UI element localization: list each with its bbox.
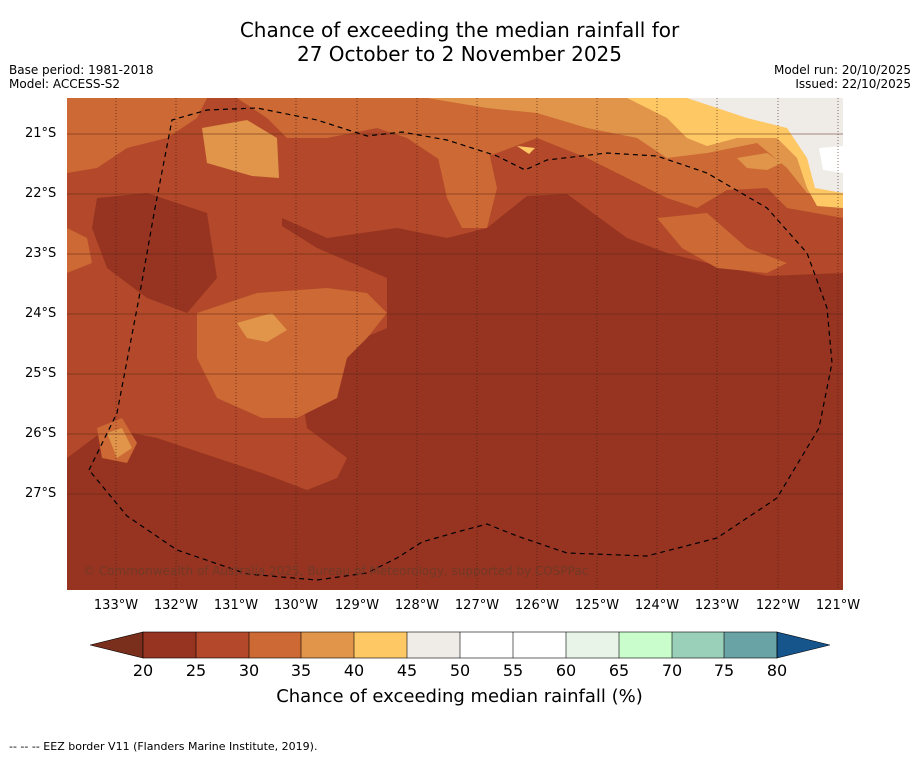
colorbar-tick-40: 40 (343, 661, 365, 680)
forecast-map: © Commonwealth of Australia 2025, Bureau… (67, 98, 843, 590)
colorbar-bin-65-70 (619, 632, 672, 658)
colorbar-tick-80: 80 (766, 661, 788, 680)
lat-label-27s: 27°S (25, 486, 57, 501)
zone-30-35-mid (437, 143, 497, 228)
zone-35-40-center (237, 313, 287, 342)
meta-right: Model run: 20/10/2025 Issued: 22/10/2025 (774, 63, 911, 91)
graticule (115, 98, 839, 590)
colorbar-bin-55-60 (513, 632, 566, 658)
model-name: Model: ACCESS-S2 (9, 77, 121, 91)
lat-label-26s: 26°S (25, 426, 57, 441)
colorbar-tick-35: 35 (290, 661, 312, 680)
lon-label-131w: 131°W (213, 598, 259, 613)
graticule-lat (67, 133, 843, 495)
meta-left: Base period: 1981-2018 Model: ACCESS-S2 (9, 63, 154, 91)
colorbar-tick-55: 55 (502, 661, 524, 680)
colorbar-tick-45: 45 (396, 661, 418, 680)
colorbar-bin-30-35 (249, 632, 301, 658)
zone-50-55 (819, 146, 843, 173)
colorbar (90, 631, 830, 659)
zone-35-40-southwest (107, 428, 132, 458)
title-line-1: Chance of exceeding the median rainfall … (239, 18, 680, 42)
lon-label-121w: 121°W (815, 598, 861, 613)
copyright-notice: © Commonwealth of Australia 2025, Bureau… (83, 564, 589, 578)
colorbar-tick-25: 25 (185, 661, 207, 680)
lon-label-125w: 125°W (574, 598, 620, 613)
lon-label-133w: 133°W (93, 598, 139, 613)
lat-label-21s: 21°S (25, 126, 57, 141)
colorbar-tick-50: 50 (449, 661, 471, 680)
lon-label-124w: 124°W (634, 598, 680, 613)
colorbar-tick-65: 65 (608, 661, 630, 680)
zone-30-35-left (67, 228, 92, 273)
lat-label-22s: 22°S (25, 186, 57, 201)
colorbar-tick-20: 20 (132, 661, 154, 680)
colorbar-bin-20-25 (143, 632, 196, 658)
colorbar-bin-60-65 (566, 632, 619, 658)
map-title: Chance of exceeding the median rainfall … (0, 18, 919, 66)
lon-label-130w: 130°W (273, 598, 319, 613)
lat-label-24s: 24°S (25, 306, 57, 321)
colorbar-tick-70: 70 (661, 661, 683, 680)
lon-label-127w: 127°W (454, 598, 500, 613)
zone-45-50 (687, 98, 843, 193)
zone-35-40-left (202, 120, 279, 178)
issued-date: Issued: 22/10/2025 (795, 77, 911, 91)
zone-40-45-spot (517, 146, 535, 154)
lon-label-132w: 132°W (153, 598, 199, 613)
zone-30-35-center (197, 288, 387, 418)
lon-label-122w: 122°W (755, 598, 801, 613)
colorbar-title: Chance of exceeding median rainfall (%) (276, 686, 643, 707)
base-period: Base period: 1981-2018 (9, 63, 154, 77)
colorbar-bin-50-55 (460, 632, 513, 658)
colorbar-bin-25-30 (196, 632, 249, 658)
colorbar-tick-30: 30 (238, 661, 260, 680)
colorbar-bin-75-80 (724, 632, 777, 658)
model-run: Model run: 20/10/2025 (773, 63, 911, 77)
lon-label-123w: 123°W (694, 598, 740, 613)
zone-30-35-east (657, 213, 787, 273)
colorbar-dividers (142, 631, 778, 659)
colorbar-bin-70-75 (672, 632, 724, 658)
eez-border (88, 107, 833, 581)
zone-35-40-east-spot (737, 153, 782, 170)
colorbar-tick-75: 75 (713, 661, 735, 680)
map-svg (67, 98, 843, 590)
eez-footnote: -- -- -- EEZ border V11 (Flanders Marine… (9, 740, 318, 753)
lon-label-129w: 129°W (334, 598, 380, 613)
colorbar-under-arrow (90, 631, 144, 659)
zone-20-25-left-patch (92, 193, 217, 313)
title-line-2: 27 October to 2 November 2025 (296, 42, 623, 66)
colorbar-bin-35-40 (301, 632, 354, 658)
lat-label-23s: 23°S (25, 246, 57, 261)
colorbar-bin-45-50 (407, 632, 460, 658)
lat-label-25s: 25°S (25, 366, 57, 381)
colorbar-over-arrow (776, 631, 830, 659)
colorbar-bin-40-45 (354, 632, 407, 658)
lon-label-128w: 128°W (394, 598, 440, 613)
lon-label-126w: 126°W (514, 598, 560, 613)
colorbar-tick-60: 60 (555, 661, 577, 680)
